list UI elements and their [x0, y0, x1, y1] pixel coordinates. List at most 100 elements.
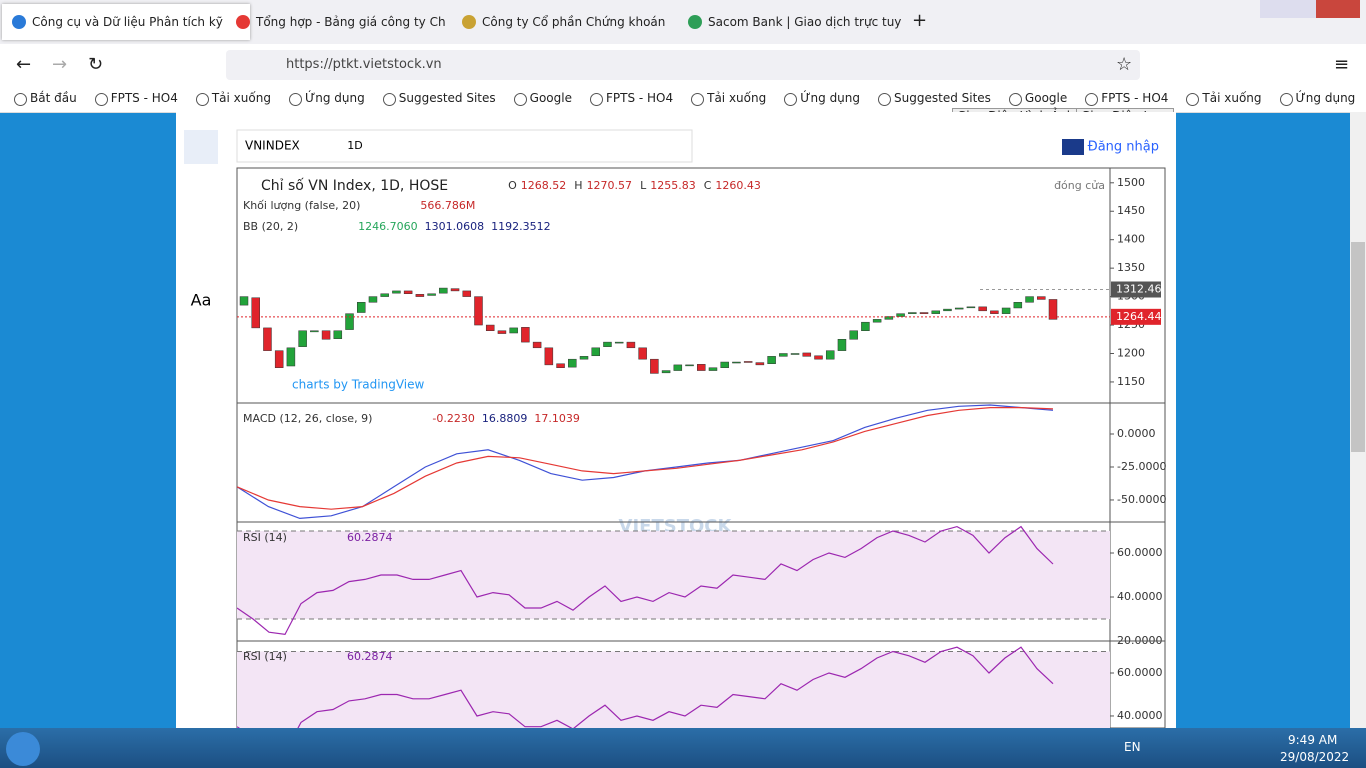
legend-title: MACD (12, 26, close, 9): [243, 412, 372, 425]
indicator-line: [237, 407, 1054, 510]
clock-time[interactable]: 9:49 AM: [1288, 733, 1338, 747]
menu-button[interactable]: ≡: [1334, 54, 1350, 75]
new-tab[interactable]: +: [912, 10, 928, 31]
ohlc-label: L: [640, 179, 647, 192]
forward-button[interactable]: →: [52, 54, 68, 75]
bookmark[interactable]: Suggested Sites: [876, 91, 991, 106]
clock-date[interactable]: 29/08/2022: [1280, 750, 1350, 764]
text-tool[interactable]: Aa: [191, 291, 212, 310]
candle: [908, 312, 917, 314]
legend-value: 17.1039: [534, 412, 580, 425]
candle: [614, 341, 624, 344]
candle: [345, 313, 354, 330]
legend-title: RSI (14): [243, 650, 287, 663]
candle: [427, 293, 436, 296]
bookmark[interactable]: FPTS - HO4: [1083, 91, 1168, 106]
y-tick-label: 60.0000: [1117, 666, 1163, 679]
rsi-band: [237, 531, 1110, 620]
y-tick-label: 0.0000: [1117, 427, 1156, 440]
legend-title: RSI (14): [243, 531, 287, 544]
login-link[interactable]: Đăng nhập: [1088, 140, 1159, 155]
candle: [251, 297, 260, 329]
candle: [755, 362, 765, 366]
candle: [415, 294, 425, 297]
language[interactable]: EN: [1124, 740, 1141, 754]
candle: [720, 361, 729, 368]
bookmark[interactable]: Ứng dụng: [782, 91, 860, 106]
chart-title: Chỉ số VN Index, 1D, HOSE: [261, 177, 448, 194]
candle: [1048, 299, 1058, 320]
tab[interactable]: Sacom Bank | Giao dịch trực tuy: [678, 4, 926, 40]
price-marker: [1111, 308, 1161, 325]
rsi-band: [237, 651, 1110, 728]
candle: [732, 361, 741, 364]
candle: [310, 330, 319, 333]
bookmark[interactable]: Ứng dụng: [287, 91, 365, 106]
window-controls[interactable]: [1260, 0, 1360, 18]
candle: [521, 327, 530, 343]
bookmark[interactable]: Suggested Sites: [381, 91, 496, 106]
bookmark[interactable]: Tải xuống: [194, 91, 271, 106]
candle: [884, 316, 894, 320]
candle: [779, 353, 788, 357]
indicator-line: [237, 525, 1054, 636]
ohlc-value: 1270.57: [587, 179, 633, 192]
start-button[interactable]: [6, 732, 40, 766]
candle: [814, 355, 823, 360]
bookmark-star[interactable]: ☆: [1116, 54, 1133, 75]
bookmark[interactable]: Tải xuống: [1184, 91, 1262, 106]
tab-title: Công ty Cổ phần Chứng khoán: [482, 15, 666, 29]
candle: [356, 302, 366, 313]
bookmark[interactable]: Google: [512, 91, 572, 106]
legend-value: 1192.3512: [491, 220, 551, 233]
back-button[interactable]: ←: [16, 54, 32, 75]
candle: [626, 341, 636, 349]
candle: [321, 330, 331, 340]
y-tick-label: 40.0000: [1117, 709, 1163, 722]
bookmark[interactable]: Bắt đầu: [12, 91, 77, 106]
candle: [767, 356, 776, 364]
bookmark[interactable]: FPTS - HO4: [588, 91, 673, 106]
tab[interactable]: Tổng hợp - Bảng giá công ty Ch: [226, 4, 474, 40]
price-marker-label: 1312.46: [1116, 283, 1162, 296]
candle: [638, 347, 647, 360]
candle: [990, 310, 999, 314]
crosshair-tool[interactable]: [184, 130, 218, 164]
address-bar[interactable]: https://ptkt.vietstock.vn: [226, 50, 1140, 80]
candle: [263, 327, 272, 351]
tab-title: Sacom Bank | Giao dịch trực tuy: [708, 15, 902, 29]
candle: [380, 293, 389, 297]
bookmark[interactable]: Tải xuống: [689, 91, 766, 106]
candle: [849, 330, 858, 340]
interval[interactable]: 1D: [347, 139, 362, 152]
candle: [861, 321, 870, 331]
bookmark[interactable]: Ứng dụng: [1278, 91, 1355, 106]
candle: [966, 306, 976, 309]
candle: [1025, 296, 1034, 303]
legend-value: 60.2874: [347, 650, 393, 663]
url-text: https://ptkt.vietstock.vn: [286, 57, 442, 72]
scrollbar[interactable]: [1350, 112, 1366, 728]
tab[interactable]: Công cụ và Dữ liệu Phân tích kỹ: [2, 4, 250, 40]
symbol[interactable]: VNINDEX: [245, 139, 300, 153]
chart-panel: [176, 112, 1176, 728]
reload-button[interactable]: ↻: [88, 54, 104, 75]
ohlc-value: 1268.52: [521, 179, 567, 192]
tab[interactable]: Công ty Cổ phần Chứng khoán: [452, 4, 700, 40]
tab-bar: Công cụ và Dữ liệu Phân tích kỹ Tổng hợp…: [0, 0, 1366, 44]
candle: [673, 364, 683, 371]
ohlc-label: H: [574, 179, 582, 192]
candle: [825, 350, 835, 360]
bookmark[interactable]: FPTS - HO4: [93, 91, 178, 106]
flag: [1062, 139, 1084, 155]
candle: [708, 367, 718, 371]
price-marker-label: 1264.44: [1116, 310, 1162, 323]
candle: [474, 296, 483, 326]
candle: [650, 358, 659, 374]
candle: [497, 330, 507, 334]
candle: [1037, 296, 1046, 300]
legend-value: -0.2230: [432, 412, 474, 425]
candle: [697, 364, 706, 371]
bookmark[interactable]: Google: [1007, 91, 1067, 106]
